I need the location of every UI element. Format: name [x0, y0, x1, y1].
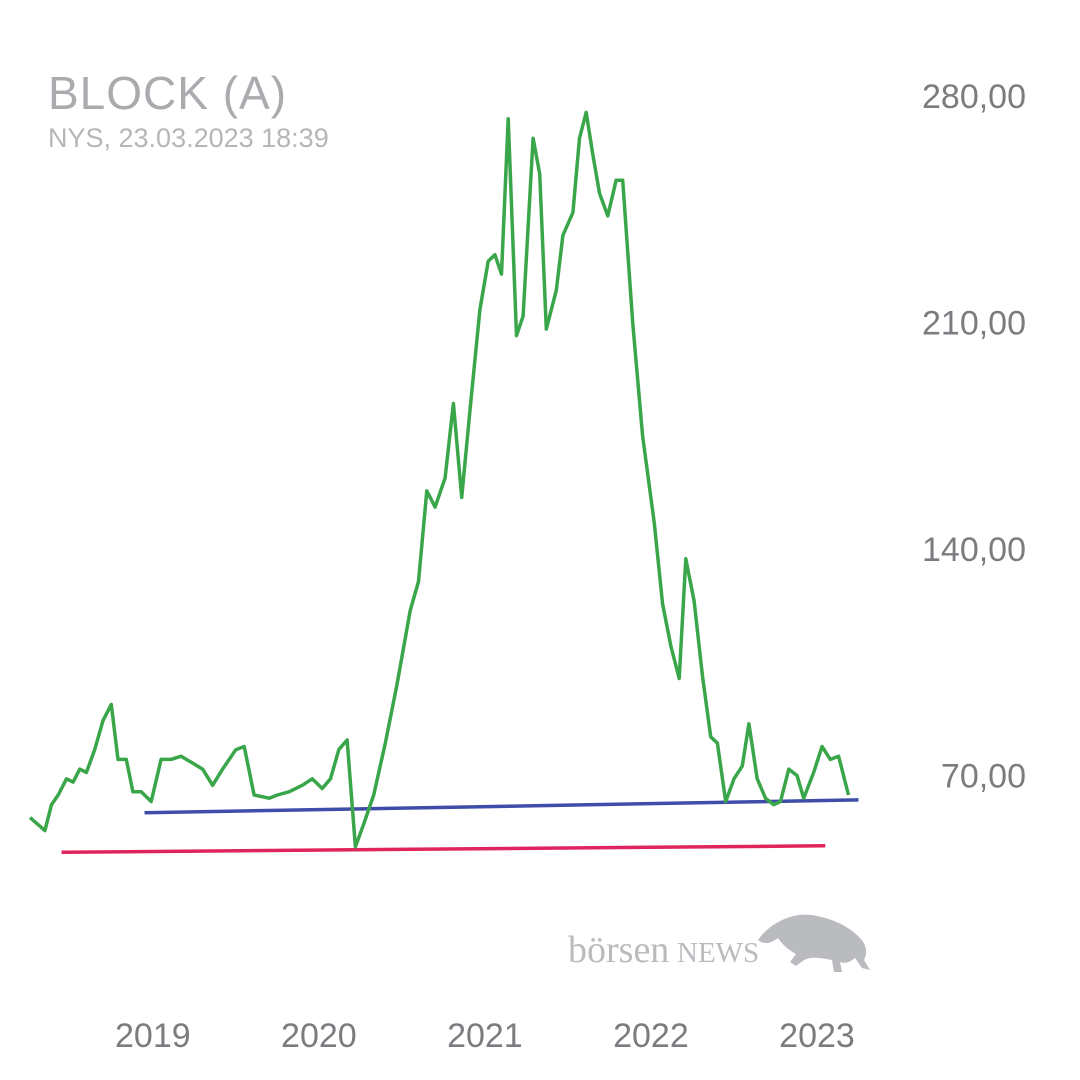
x-tick-label: 2019: [115, 1017, 191, 1055]
x-tick-label: 2020: [281, 1017, 357, 1055]
trendline: [144, 798, 859, 815]
y-tick-label: 280,00: [922, 78, 1026, 116]
trendlines: [61, 798, 859, 855]
x-tick-label: 2022: [613, 1017, 689, 1055]
y-tick-label: 140,00: [922, 531, 1026, 569]
price-series: [28, 110, 851, 849]
y-tick-label: 70,00: [941, 758, 1026, 796]
watermark-prefix: börsen: [568, 929, 669, 971]
x-axis-ticks: 2019 2020 2021 2022 2023: [115, 1017, 855, 1055]
trendline: [61, 844, 826, 855]
chart-title: BLOCK (A): [48, 67, 288, 119]
x-tick-label: 2023: [779, 1017, 855, 1055]
price-line: [28, 110, 851, 849]
y-tick-label: 210,00: [922, 305, 1026, 343]
y-axis-ticks: 70,00 140,00 210,00 280,00: [922, 78, 1026, 795]
watermark-suffix: NEWS: [677, 937, 759, 969]
x-tick-label: 2021: [447, 1017, 523, 1055]
bull-icon: [758, 914, 870, 972]
chart-subtitle: NYS, 23.03.2023 18:39: [48, 123, 329, 153]
brand-watermark: börsen NEWS: [568, 914, 870, 972]
